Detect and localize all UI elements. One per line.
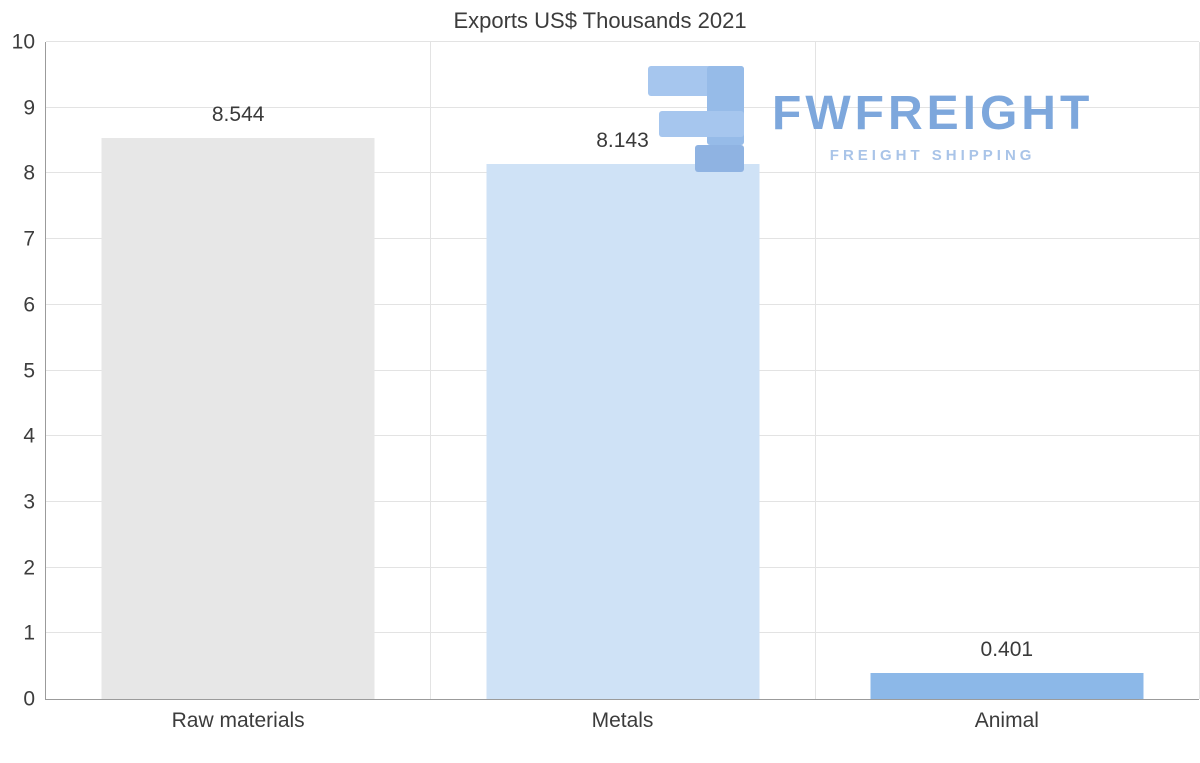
bar-metals — [486, 164, 759, 699]
x-axis-category-label: Raw materials — [171, 709, 305, 732]
y-axis-tick-label: 1 — [23, 621, 35, 645]
gridline-horizontal — [46, 41, 1199, 42]
bar-raw-materials — [101, 137, 375, 699]
y-axis-tick-label: 5 — [23, 359, 35, 382]
y-axis-tick-label: 7 — [23, 227, 35, 251]
x-axis-category-label: Metals — [591, 709, 654, 732]
x-axis-category-label: Animal — [974, 709, 1039, 732]
bar-value-label: 8.143 — [596, 129, 649, 153]
y-axis-tick-label: 9 — [23, 96, 35, 120]
plot-area: 0 1 2 3 4 5 6 7 8 9 10 8.544 Raw materials 8.143 Metal… — [12, 32, 1200, 732]
y-axis-tick-label: 10 — [11, 30, 35, 54]
gridline-vertical — [814, 42, 816, 699]
gridline-horizontal — [46, 106, 1199, 108]
bar-animal — [870, 672, 1144, 699]
y-axis-tick-label: 4 — [23, 424, 35, 448]
bar-value-label: 8.544 — [211, 102, 265, 126]
bar-value-label: 0.401 — [980, 637, 1034, 661]
y-axis-tick-label: 2 — [23, 556, 35, 580]
chart-title: Exports US$ Thousands 2021 — [453, 8, 747, 33]
y-axis-tick-label: 6 — [23, 293, 35, 317]
y-axis-tick-label: 8 — [23, 161, 35, 185]
gridline-vertical — [430, 42, 432, 699]
y-axis-tick-label: 3 — [23, 490, 35, 514]
y-axis-tick-label: 0 — [23, 687, 35, 711]
